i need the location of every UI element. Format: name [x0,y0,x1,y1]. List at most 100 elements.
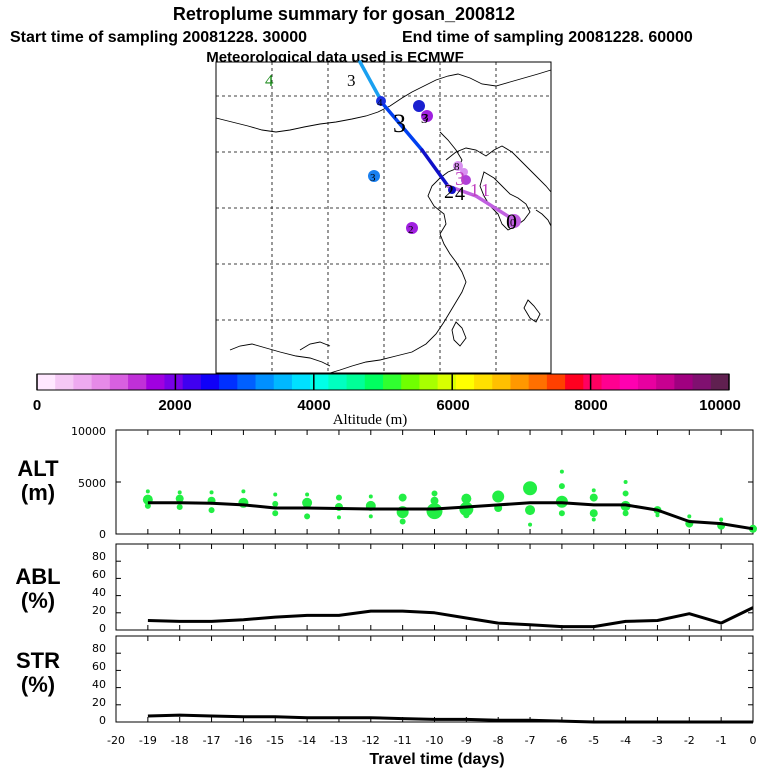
map-day-label: 3 [421,112,428,127]
abl-panel-unit: (%) [21,588,55,613]
alt-scatter-point [176,503,183,510]
colorbar-swatch [219,374,238,390]
alt-scatter-point [591,488,596,493]
colorbar-swatch [310,374,329,390]
x-tick-label: -18 [171,734,189,747]
alt-scatter-point [687,514,692,519]
x-tick-label: -1 [716,734,727,747]
y-tick-label: 0 [99,622,106,635]
x-tick-label: -4 [620,734,631,747]
colorbar-swatch [674,374,694,390]
cluster-label: 2 [408,224,414,236]
colorbar-swatch [73,374,93,390]
colorbar-swatch [601,374,621,390]
y-tick-label: 0 [99,714,106,727]
alt-panel-unit: (m) [21,480,55,505]
colorbar-swatch [637,374,657,390]
y-tick-label: 10000 [71,425,106,438]
colorbar-tick: 6000 [436,397,469,414]
end-time-text: End time of sampling 20081228. 60000 [402,29,693,46]
colorbar-swatch [528,374,548,390]
start-time-text: Start time of sampling 20081228. 30000 [10,29,307,46]
alt-scatter-point [559,469,564,474]
colorbar-swatch [182,374,202,390]
y-tick-label: 60 [92,568,106,581]
colorbar-swatch [91,374,111,390]
series-line [147,713,753,724]
alt-scatter-point [398,493,407,502]
colorbar-swatch [692,374,712,390]
colorbar-swatch [255,374,275,390]
str-panel-label: STR [16,648,60,673]
alt-scatter-point [336,515,341,520]
abl-panel-label: ABL [15,564,60,589]
map-day-label: 4 [265,71,274,90]
x-axis-label: Travel time (days) [369,751,504,768]
alt-scatter-point [589,509,598,518]
colorbar-swatch [237,374,257,390]
alt-scatter-point [272,500,279,507]
alt-scatter-point [523,481,538,496]
x-tick-label: -16 [234,734,252,747]
axis-tick-marks [116,429,754,723]
y-tick-label: 80 [92,642,106,655]
colorbar-swatch [510,374,530,390]
colorbar-tick: 4000 [297,397,330,414]
abl-y-ticks: 80 60 40 20 0 [92,550,106,635]
map-cluster-labels: 4 3 3 2 8 0 [370,97,516,236]
alt-scatter-point [431,490,438,497]
colorbar-swatch [109,374,129,390]
cluster-markers [368,96,521,234]
panel-lines [147,501,754,724]
alt-scatter-point [655,513,660,518]
alt-scatter-point [525,505,536,516]
alt-scatter-point [241,489,246,494]
alt-scatter-point [558,510,565,517]
abl-panel-frame [115,543,754,631]
colorbar-swatch [710,374,730,390]
map-day-label: 1 [481,180,490,200]
x-tick-label: -14 [298,734,316,747]
colorbar-swatch [346,374,366,390]
colorbar-swatch [273,374,293,390]
alt-scatter-point [177,490,182,495]
colorbar-tick: 10000 [699,397,741,414]
alt-scatter-point [591,517,596,522]
cluster-dot [507,214,521,228]
x-tick-labels: -20 -19 -18 -17 -16 -15 -14 -13 -12 -11 -10 -9 -8 -7-… [107,734,756,747]
x-tick-label: -19 [139,734,157,747]
x-tick-label: -5 [588,734,599,747]
x-tick-label: -8 [493,734,504,747]
x-tick-label: -2 [684,734,695,747]
alt-scatter-point [272,510,279,517]
cluster-label: 3 [370,172,376,184]
map-day-labels: 4 3 3 3 3 2 4 1 1 0 [265,71,517,234]
trajectory-segment [420,148,450,188]
y-tick-label: 40 [92,586,106,599]
map-graticule [216,62,551,373]
alt-y-ticks: 10000 5000 0 [71,425,106,541]
map-day-label: 4 [455,183,465,205]
colorbar-swatch [401,374,420,390]
colorbar-swatch [455,374,475,390]
alt-scatter-point [492,490,505,503]
y-tick-label: 80 [92,550,106,563]
alt-scatter-point [430,496,439,505]
series-line [147,606,754,629]
str-panel-frame [115,635,754,723]
colorbar-swatch [364,374,384,390]
colorbar-tick: 0 [33,397,41,414]
colorbar-swatch [383,374,402,390]
y-tick-label: 20 [92,604,106,617]
x-tick-label: -20 [107,734,125,747]
str-y-ticks: 80 60 40 20 0 [92,642,106,727]
y-tick-label: 60 [92,660,106,673]
x-tick-label: -6 [556,734,567,747]
x-tick-label: -7 [525,734,536,747]
alt-scatter-point [719,517,724,522]
alt-scatter-point [208,507,215,514]
x-tick-label: -15 [266,734,284,747]
x-tick-label: 0 [750,734,757,747]
alt-scatter-point [623,480,628,484]
